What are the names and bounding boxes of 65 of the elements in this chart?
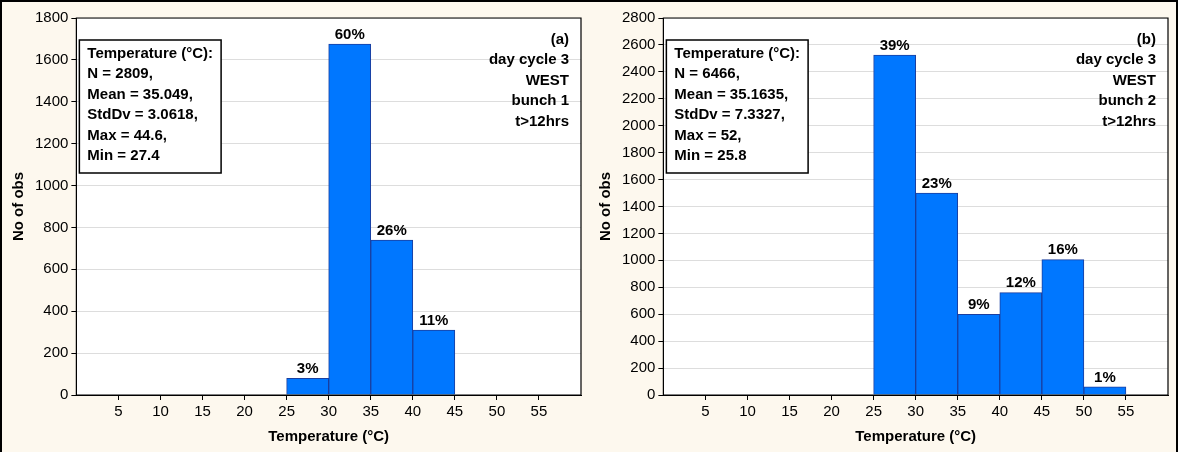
x-tick-label: 10 bbox=[152, 402, 169, 420]
annotation: 12% bbox=[1005, 273, 1036, 291]
x-axis-title: Temperature (°C) bbox=[268, 427, 390, 445]
x-tick-label: 5 bbox=[114, 402, 123, 420]
annotation: 11% bbox=[419, 310, 449, 328]
y-tick-label: 0 bbox=[60, 385, 69, 403]
annotation: (a) day cycle 3 WEST bunch 1 t>12hrs bbox=[488, 29, 569, 129]
x-tick-label: 15 bbox=[194, 402, 211, 420]
x-tick-label: 35 bbox=[362, 402, 380, 420]
x-tick-label: 20 bbox=[236, 402, 253, 420]
annotation: (b) day cycle 3 WEST bunch 2 t>12hrs bbox=[1075, 29, 1156, 129]
y-tick-label: 600 bbox=[630, 304, 656, 322]
annotation: 16% bbox=[1047, 240, 1078, 258]
y-tick-label: 1200 bbox=[621, 223, 656, 241]
annotation: Temperature (°C): N = 2809, Mean = 35.049, StdDv = 3.0618, Max = 44.6, Min = 27.4 bbox=[87, 43, 214, 164]
y-tick-label: 1000 bbox=[34, 175, 69, 193]
annotation: 23% bbox=[921, 173, 952, 191]
x-tick-label: 45 bbox=[446, 402, 464, 420]
x-tick-label: 50 bbox=[488, 402, 506, 420]
x-tick-label: 25 bbox=[865, 402, 882, 420]
x-tick-label: 20 bbox=[823, 402, 840, 420]
y-tick-label: 800 bbox=[43, 217, 69, 235]
y-tick-label: 1000 bbox=[621, 250, 656, 268]
y-tick-label: 1400 bbox=[34, 91, 69, 109]
x-tick-label: 40 bbox=[404, 402, 422, 420]
x-tick-label: 35 bbox=[949, 402, 967, 420]
x-tick-label: 55 bbox=[1117, 402, 1135, 420]
y-tick-label: 1800 bbox=[34, 8, 69, 26]
y-tick-label: 600 bbox=[43, 259, 69, 277]
y-tick-label: 2400 bbox=[621, 62, 656, 79]
y-tick-label: 2200 bbox=[621, 88, 656, 106]
annotation: Temperature (°C): N = 6466, Mean = 35.1635, StdDv = 7.3327, Max = 52, Min = 25.8 bbox=[674, 43, 801, 164]
y-tick-label: 2800 bbox=[621, 8, 656, 26]
y-tick-label: 1600 bbox=[621, 169, 656, 187]
y-tick-label: 2000 bbox=[621, 115, 656, 133]
y-tick-label: 1800 bbox=[621, 142, 656, 160]
annotation: 9% bbox=[967, 294, 990, 312]
y-tick-label: 2600 bbox=[621, 35, 656, 53]
x-tick-label: 5 bbox=[701, 402, 710, 420]
x-tick-label: 25 bbox=[278, 402, 295, 420]
x-tick-label: 45 bbox=[1033, 402, 1051, 420]
y-tick-label: 800 bbox=[630, 277, 656, 295]
x-tick-label: 15 bbox=[781, 402, 798, 420]
y-tick-label: 0 bbox=[647, 385, 656, 403]
y-tick-label: 200 bbox=[43, 343, 69, 361]
x-tick-label: 40 bbox=[991, 402, 1009, 420]
x-tick-label: 30 bbox=[320, 402, 338, 420]
y-tick-label: 200 bbox=[630, 358, 656, 376]
y-tick-label: 1400 bbox=[621, 196, 656, 214]
annotation: 3% bbox=[296, 358, 319, 376]
annotation: 26% bbox=[376, 220, 407, 238]
y-tick-label: 400 bbox=[43, 301, 69, 319]
annotation: 60% bbox=[334, 24, 365, 42]
x-tick-label: 50 bbox=[1075, 402, 1093, 420]
annotation: 1% bbox=[1094, 367, 1116, 385]
y-tick-label: 1200 bbox=[34, 133, 69, 151]
y-tick-label: 1600 bbox=[34, 50, 69, 68]
annotation: 39% bbox=[879, 35, 910, 53]
x-tick-label: 55 bbox=[530, 402, 548, 420]
x-axis-title: Temperature (°C) bbox=[855, 427, 977, 445]
y-axis-title: No of obs bbox=[9, 171, 27, 242]
y-axis-title: No of obs bbox=[596, 171, 614, 242]
y-tick-label: 400 bbox=[630, 331, 656, 349]
x-tick-label: 10 bbox=[739, 402, 756, 420]
x-tick-label: 30 bbox=[907, 402, 925, 420]
